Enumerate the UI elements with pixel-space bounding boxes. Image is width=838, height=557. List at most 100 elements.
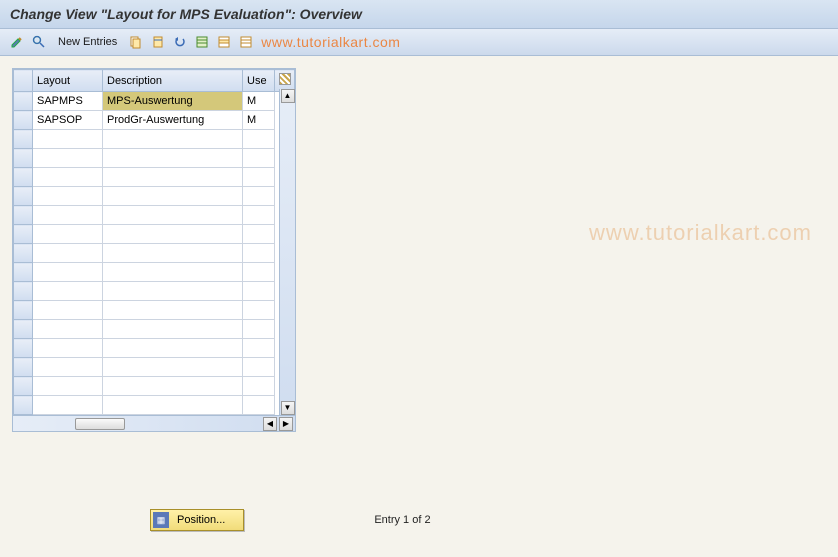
table-row[interactable] bbox=[14, 320, 295, 339]
col-header-use[interactable]: Use bbox=[243, 70, 275, 92]
select-block-icon[interactable] bbox=[215, 33, 233, 51]
cell-description[interactable] bbox=[103, 263, 243, 282]
cell-description[interactable] bbox=[103, 301, 243, 320]
row-selector[interactable] bbox=[14, 263, 33, 282]
row-selector[interactable] bbox=[14, 92, 33, 111]
cell-description[interactable]: ProdGr-Auswertung bbox=[103, 111, 243, 130]
table-row[interactable] bbox=[14, 187, 295, 206]
deselect-all-icon[interactable] bbox=[237, 33, 255, 51]
cell-layout[interactable] bbox=[33, 282, 103, 301]
cell-layout[interactable] bbox=[33, 301, 103, 320]
row-selector-header[interactable] bbox=[14, 70, 33, 92]
scroll-right-button[interactable]: ▶ bbox=[279, 417, 293, 431]
cell-use[interactable]: M bbox=[243, 111, 275, 130]
cell-layout[interactable]: SAPSOP bbox=[33, 111, 103, 130]
cell-use[interactable] bbox=[243, 225, 275, 244]
row-selector[interactable] bbox=[14, 225, 33, 244]
cell-description[interactable] bbox=[103, 225, 243, 244]
row-selector[interactable] bbox=[14, 206, 33, 225]
undo-change-icon[interactable] bbox=[171, 33, 189, 51]
delete-icon[interactable] bbox=[149, 33, 167, 51]
col-header-description[interactable]: Description bbox=[103, 70, 243, 92]
cell-use[interactable] bbox=[243, 339, 275, 358]
cell-description[interactable] bbox=[103, 168, 243, 187]
select-all-icon[interactable] bbox=[193, 33, 211, 51]
cell-description[interactable] bbox=[103, 282, 243, 301]
scroll-down-button[interactable]: ▼ bbox=[281, 401, 295, 415]
cell-layout[interactable]: SAPMPS bbox=[33, 92, 103, 111]
table-row[interactable]: SAPSOPProdGr-AuswertungM bbox=[14, 111, 295, 130]
cell-layout[interactable] bbox=[33, 263, 103, 282]
table-row[interactable] bbox=[14, 206, 295, 225]
table-row[interactable] bbox=[14, 149, 295, 168]
cell-use[interactable] bbox=[243, 320, 275, 339]
cell-layout[interactable] bbox=[33, 358, 103, 377]
cell-use[interactable] bbox=[243, 187, 275, 206]
cell-use[interactable] bbox=[243, 168, 275, 187]
scroll-up-button[interactable]: ▲ bbox=[281, 89, 295, 103]
toggle-display-change-icon[interactable] bbox=[8, 33, 26, 51]
position-button[interactable]: ▦ Position... bbox=[150, 509, 244, 531]
cell-description[interactable] bbox=[103, 377, 243, 396]
row-selector[interactable] bbox=[14, 358, 33, 377]
copy-as-icon[interactable] bbox=[127, 33, 145, 51]
cell-layout[interactable] bbox=[33, 244, 103, 263]
row-selector[interactable] bbox=[14, 377, 33, 396]
cell-layout[interactable] bbox=[33, 130, 103, 149]
table-row[interactable] bbox=[14, 244, 295, 263]
table-row[interactable] bbox=[14, 130, 295, 149]
row-selector[interactable] bbox=[14, 244, 33, 263]
cell-description[interactable]: MPS-Auswertung bbox=[103, 92, 243, 111]
row-selector[interactable] bbox=[14, 149, 33, 168]
cell-use[interactable] bbox=[243, 130, 275, 149]
cell-layout[interactable] bbox=[33, 206, 103, 225]
row-selector[interactable] bbox=[14, 282, 33, 301]
cell-description[interactable] bbox=[103, 320, 243, 339]
cell-layout[interactable] bbox=[33, 320, 103, 339]
cell-use[interactable] bbox=[243, 206, 275, 225]
cell-layout[interactable] bbox=[33, 187, 103, 206]
table-row[interactable] bbox=[14, 263, 295, 282]
scroll-left-button[interactable]: ◀ bbox=[263, 417, 277, 431]
cell-description[interactable] bbox=[103, 358, 243, 377]
cell-description[interactable] bbox=[103, 339, 243, 358]
cell-layout[interactable] bbox=[33, 396, 103, 415]
row-selector[interactable] bbox=[14, 111, 33, 130]
cell-description[interactable] bbox=[103, 130, 243, 149]
cell-description[interactable] bbox=[103, 149, 243, 168]
cell-description[interactable] bbox=[103, 244, 243, 263]
cell-use[interactable] bbox=[243, 358, 275, 377]
table-row[interactable] bbox=[14, 301, 295, 320]
cell-use[interactable] bbox=[243, 301, 275, 320]
vertical-scrollbar[interactable]: ▲ ▼ bbox=[279, 89, 295, 415]
cell-layout[interactable] bbox=[33, 225, 103, 244]
row-selector[interactable] bbox=[14, 187, 33, 206]
cell-use[interactable] bbox=[243, 396, 275, 415]
cell-layout[interactable] bbox=[33, 377, 103, 396]
row-selector[interactable] bbox=[14, 301, 33, 320]
table-row[interactable] bbox=[14, 358, 295, 377]
cell-description[interactable] bbox=[103, 187, 243, 206]
cell-use[interactable] bbox=[243, 149, 275, 168]
table-row[interactable]: SAPMPSMPS-AuswertungM bbox=[14, 92, 295, 111]
row-selector[interactable] bbox=[14, 320, 33, 339]
row-selector[interactable] bbox=[14, 339, 33, 358]
cell-layout[interactable] bbox=[33, 149, 103, 168]
table-row[interactable] bbox=[14, 396, 295, 415]
row-selector[interactable] bbox=[14, 168, 33, 187]
hscroll-thumb[interactable] bbox=[75, 418, 125, 430]
cell-use[interactable] bbox=[243, 282, 275, 301]
table-row[interactable] bbox=[14, 168, 295, 187]
table-row[interactable] bbox=[14, 282, 295, 301]
cell-layout[interactable] bbox=[33, 168, 103, 187]
cell-use[interactable]: M bbox=[243, 92, 275, 111]
table-row[interactable] bbox=[14, 377, 295, 396]
row-selector[interactable] bbox=[14, 396, 33, 415]
find-icon[interactable] bbox=[30, 33, 48, 51]
col-header-layout[interactable]: Layout bbox=[33, 70, 103, 92]
horizontal-scrollbar[interactable]: ◀ ▶ bbox=[13, 415, 295, 431]
cell-description[interactable] bbox=[103, 206, 243, 225]
cell-use[interactable] bbox=[243, 244, 275, 263]
cell-layout[interactable] bbox=[33, 339, 103, 358]
new-entries-button[interactable]: New Entries bbox=[52, 34, 123, 50]
